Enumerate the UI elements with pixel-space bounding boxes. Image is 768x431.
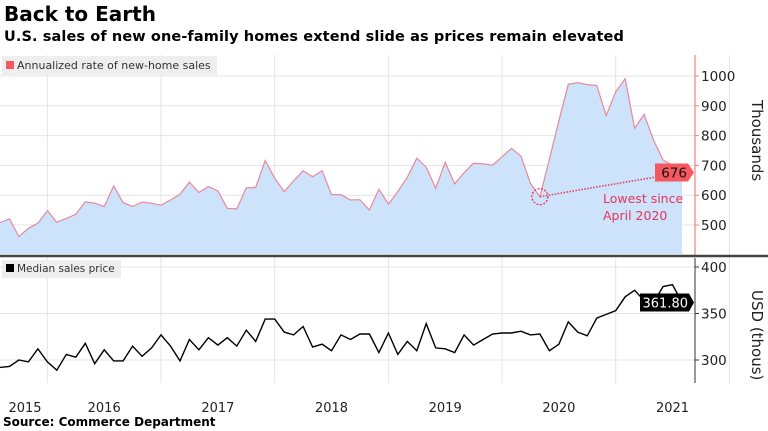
x-tick-label: 2015 xyxy=(8,401,41,416)
x-tick-label: 2020 xyxy=(542,401,575,416)
last-value-badge-top xyxy=(655,163,694,182)
source-note: Source: Commerce Department xyxy=(3,415,216,429)
y-tick-label-top: 1000 xyxy=(701,69,735,85)
y-tick-label-top: 500 xyxy=(701,218,727,234)
legend-swatch-price xyxy=(6,264,14,272)
last-value-label-bottom: 361.80 xyxy=(643,297,689,312)
y-axis-title-bottom: USD (thous) xyxy=(748,290,766,380)
y-tick-label-bottom: 350 xyxy=(701,307,727,323)
x-tick-label: 2017 xyxy=(201,401,234,416)
x-tick-label: 2016 xyxy=(88,401,121,416)
y-axis-title-top: Thousands xyxy=(748,99,766,181)
y-tick-label-bottom: 300 xyxy=(701,353,727,369)
x-tick-label: 2018 xyxy=(315,401,348,416)
annotation-text-line2: April 2020 xyxy=(603,208,667,223)
legend-sales: Annualized rate of new-home sales xyxy=(2,56,217,75)
sales-area xyxy=(0,78,682,254)
x-tick-label: 2021 xyxy=(656,401,689,416)
legend-label-sales: Annualized rate of new-home sales xyxy=(17,59,211,72)
y-tick-label-top: 800 xyxy=(701,129,727,145)
chart-subtitle: U.S. sales of new one-family homes exten… xyxy=(4,29,624,45)
annotation-circle-low xyxy=(531,188,549,206)
chart-title: Back to Earth xyxy=(4,2,156,26)
y-tick-label-top: 900 xyxy=(701,99,727,115)
y-tick-label-bottom: 400 xyxy=(701,260,727,276)
price-line xyxy=(0,283,683,372)
y-tick-label-top: 600 xyxy=(701,188,727,204)
y-tick-label-top: 700 xyxy=(701,158,727,174)
sales-line xyxy=(0,77,683,238)
last-value-badge-bottom xyxy=(640,293,694,312)
legend-swatch-sales xyxy=(6,61,14,69)
legend-price: Median sales price xyxy=(2,260,121,278)
annotation-text-line1: Lowest since xyxy=(603,191,683,206)
x-tick-label: 2019 xyxy=(429,401,462,416)
legend-label-price: Median sales price xyxy=(17,263,115,275)
last-value-label-top: 676 xyxy=(661,166,687,182)
